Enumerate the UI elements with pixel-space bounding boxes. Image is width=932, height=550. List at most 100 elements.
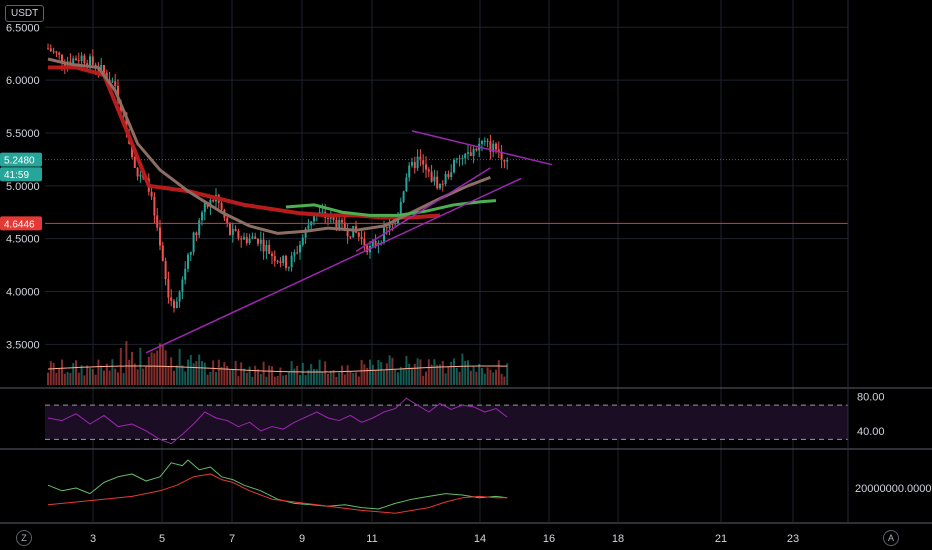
volume-bar — [397, 372, 399, 385]
candle-body — [276, 260, 279, 262]
volume-bar — [447, 366, 450, 385]
volume-bar — [240, 362, 243, 385]
volume-bar — [89, 368, 91, 385]
volume-bar — [282, 375, 285, 385]
x-tick-label: 23 — [787, 533, 799, 545]
candle-body — [405, 177, 408, 192]
volume-bar — [234, 361, 237, 385]
volume-bar — [49, 361, 52, 385]
ma-mid-line — [47, 57, 491, 235]
volume-bar — [287, 371, 290, 385]
volume-bar — [380, 362, 383, 385]
candle-body — [170, 297, 173, 301]
candle-body — [58, 52, 61, 55]
indicator-lines — [45, 57, 848, 514]
candle-body — [150, 191, 153, 197]
volume-bar — [321, 371, 324, 385]
candle-body — [430, 171, 433, 182]
volume-bar — [58, 368, 61, 385]
volume-bar — [363, 364, 366, 385]
volume-bar — [444, 373, 447, 385]
volume-bar — [343, 374, 346, 385]
x-tick-label: 16 — [543, 533, 555, 545]
candle-body — [195, 232, 198, 236]
volume-bar — [145, 366, 147, 385]
volume-bar — [147, 356, 150, 385]
currency-button[interactable]: USDT — [5, 5, 45, 22]
volume-bar — [411, 367, 413, 385]
trendline — [355, 167, 491, 252]
y-tick-label: 4.5000 — [6, 234, 40, 246]
candle-body — [203, 203, 206, 213]
volume-bar — [170, 357, 173, 385]
candle-body — [497, 149, 500, 152]
candle-body — [69, 61, 72, 64]
candle-body — [240, 238, 243, 240]
oscillator-line — [47, 459, 508, 510]
volume-bar — [304, 375, 307, 385]
volume-bar — [117, 372, 119, 385]
volume-bar — [245, 372, 248, 385]
candle-body — [273, 256, 276, 261]
x-tick-label: 11 — [366, 533, 377, 545]
candle-body — [231, 229, 234, 235]
candle-body — [52, 51, 55, 53]
candle-body — [391, 224, 394, 226]
candle-body — [500, 151, 503, 161]
candle-body — [374, 241, 377, 246]
volume-bar — [273, 376, 276, 385]
candle-body — [279, 261, 282, 263]
x-tick-label: 18 — [612, 533, 624, 545]
volume-bar — [290, 360, 293, 385]
volume-bar — [80, 365, 83, 385]
volume-bar — [405, 356, 408, 385]
volume-bar — [338, 372, 341, 385]
candle-body — [313, 214, 315, 222]
volume-bar — [416, 358, 419, 385]
volume-bar — [128, 359, 131, 385]
price-badge — [0, 167, 42, 182]
volume-bar — [327, 373, 329, 385]
volume-bar — [66, 371, 69, 385]
candle-body — [83, 55, 86, 64]
volume-bar — [467, 360, 469, 385]
auto-scale-button[interactable]: A — [883, 530, 899, 546]
volume-bar — [215, 372, 217, 385]
candle-body — [469, 152, 472, 156]
candle-body — [268, 244, 271, 254]
candle-body — [422, 160, 425, 165]
candle-body — [55, 51, 58, 53]
candle-body — [486, 140, 489, 142]
volume-bars — [47, 340, 509, 385]
y-tick-label: 6.0000 — [6, 75, 40, 87]
volume-bar — [419, 359, 422, 385]
volume-bar — [164, 350, 167, 385]
candle-body — [427, 169, 430, 172]
volume-bar — [108, 370, 111, 385]
y-tick-label: 3.5000 — [6, 339, 40, 351]
candle-body — [75, 58, 77, 61]
volume-bar — [346, 365, 349, 385]
volume-bar — [100, 365, 103, 385]
candle-body — [318, 211, 321, 213]
volume-bar — [189, 354, 192, 385]
candle-body — [453, 159, 455, 173]
volume-bar — [223, 362, 226, 385]
candle-body — [439, 183, 441, 189]
volume-bar — [153, 353, 156, 385]
candle-body — [61, 54, 63, 64]
volume-bar — [439, 364, 441, 385]
volume-bar — [486, 367, 489, 385]
ma-green-line — [285, 199, 497, 217]
volume-bar — [251, 376, 254, 385]
candle-body — [72, 58, 75, 64]
candle-body — [461, 158, 464, 160]
volume-bar — [495, 369, 497, 385]
volume-bar — [385, 363, 388, 385]
timezone-button[interactable]: Z — [16, 530, 32, 546]
volume-bar — [355, 372, 357, 385]
candle-body — [265, 244, 268, 252]
candle-body — [254, 236, 257, 239]
volume-bar — [259, 373, 262, 385]
